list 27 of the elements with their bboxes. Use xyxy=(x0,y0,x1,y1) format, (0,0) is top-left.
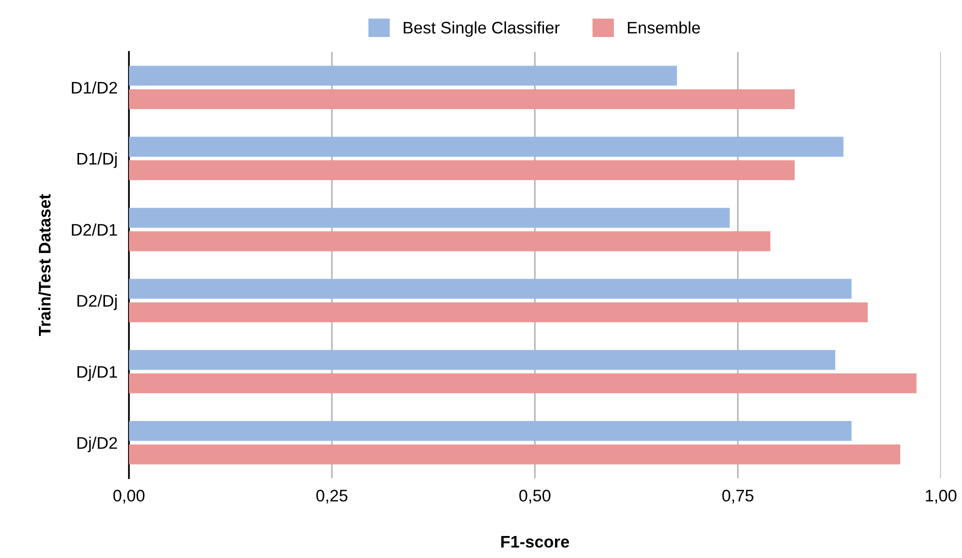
bar xyxy=(128,231,770,252)
x-tick-label: 0,25 xyxy=(316,490,348,504)
legend-label: Best Single Classifier xyxy=(404,21,560,37)
bar xyxy=(128,160,795,180)
x-tick-label: 0,75 xyxy=(722,490,754,504)
bar xyxy=(128,421,852,441)
y-tick-label: D1/D2 xyxy=(72,81,117,94)
y-axis-title: Train/Test Dataset xyxy=(38,194,51,336)
bar xyxy=(128,350,836,370)
bar xyxy=(128,444,900,464)
bar xyxy=(128,136,844,157)
bar xyxy=(128,302,868,322)
bar xyxy=(128,66,677,86)
y-tick-label: D2/D1 xyxy=(72,223,117,236)
y-tick-label: Dj/D2 xyxy=(77,436,117,452)
bar xyxy=(128,278,852,299)
x-tick-label: 1,00 xyxy=(926,490,956,504)
x-tick-label: 0,50 xyxy=(519,490,550,504)
y-tick-label: D2/Dj xyxy=(77,294,117,310)
bar xyxy=(128,89,795,110)
y-tick-label: Dj/D1 xyxy=(77,366,117,382)
x-tick-label: 0,00 xyxy=(113,490,144,504)
bar xyxy=(128,208,730,228)
y-tick-label: D1/Dj xyxy=(77,152,117,168)
x-axis-title: F1-score xyxy=(501,536,570,548)
bar xyxy=(128,373,916,394)
legend-label: Ensemble xyxy=(628,21,700,34)
